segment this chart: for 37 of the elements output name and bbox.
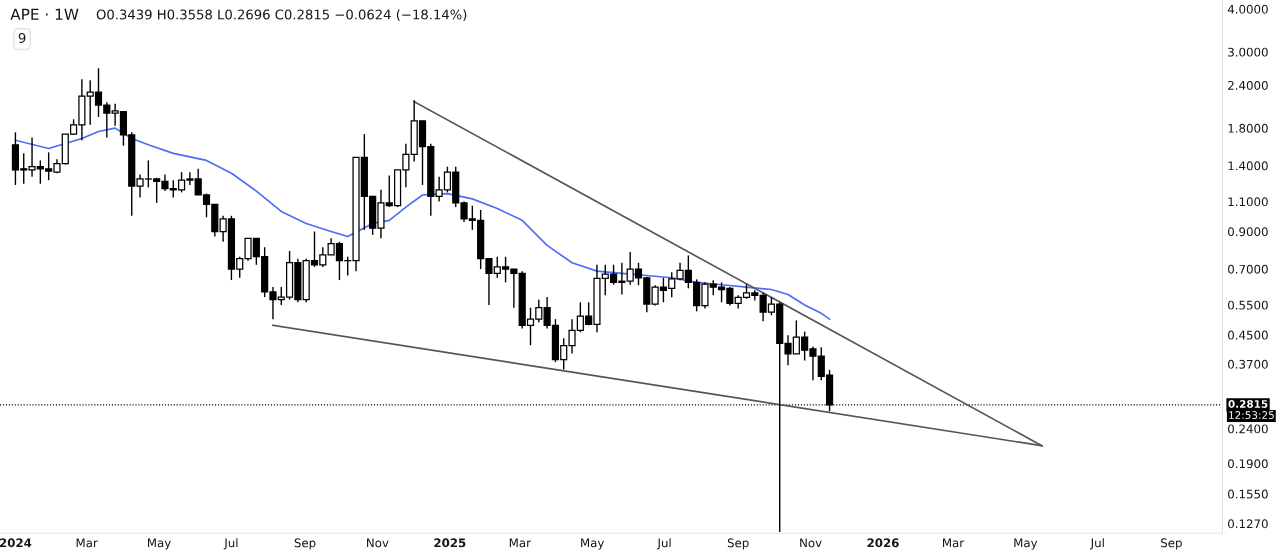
annotation: 9 — [18, 32, 26, 43]
y-tick-label: 3.0000 — [1228, 47, 1268, 57]
x-tick-label: Sep — [294, 538, 316, 550]
chart-title: APE · 1W — [10, 8, 79, 20]
x-tick-label: Jul — [223, 538, 238, 550]
x-tick-label: 2026 — [867, 538, 899, 548]
x-tick-label: May — [581, 538, 605, 550]
y-tick-label: 0.1900 — [1228, 459, 1268, 469]
x-tick-label: Jul — [656, 538, 671, 550]
x-tick-label: 2025 — [434, 538, 466, 548]
annotation: O0.3439 H0.3558 L0.2696 C0.2815 −0.0624 (−18.14%) — [96, 9, 467, 22]
x-tick-label: Mar — [509, 538, 531, 548]
y-tick-label: 0.5500 — [1228, 300, 1268, 310]
y-tick-label: 0.9000 — [1228, 227, 1268, 237]
y-tick-label: 0.1270 — [1228, 519, 1268, 529]
y-tick-label: 1.1000 — [1228, 197, 1268, 207]
y-tick-label: 0.1550 — [1228, 489, 1268, 499]
y-tick-label: 0.7000 — [1228, 264, 1268, 274]
x-tick-label: May — [1014, 538, 1038, 550]
y-tick-label: 0.2400 — [1228, 424, 1268, 434]
x-tick-label: Nov — [800, 538, 822, 548]
y-tick-label: 0.4500 — [1228, 330, 1268, 340]
x-tick-label: Sep — [727, 538, 749, 550]
y-tick-label: 0.3700 — [1228, 359, 1268, 369]
y-tick-label: 4.0000 — [1227, 4, 1268, 14]
x-tick-label: 2024 — [0, 538, 32, 548]
ref-line-label: 0.2815 — [1228, 400, 1268, 408]
x-tick-label: Mar — [76, 538, 98, 548]
y-tick-label: 1.4000 — [1228, 161, 1268, 171]
x-tick-label: Mar — [943, 538, 965, 548]
y-tick-label: 2.4000 — [1228, 80, 1268, 90]
text: 12:53:25 — [1229, 411, 1274, 419]
x-tick-label: Sep — [1161, 538, 1182, 550]
x-tick-label: Jul — [1090, 538, 1104, 550]
y-tick-label: 1.8000 — [1228, 123, 1268, 133]
x-tick-label: Nov — [367, 538, 389, 548]
x-tick-label: May — [147, 538, 171, 550]
